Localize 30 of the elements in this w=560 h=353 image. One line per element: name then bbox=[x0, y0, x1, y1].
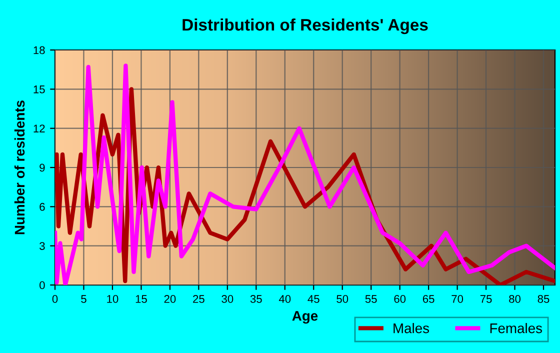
y-tick-label: 15 bbox=[34, 86, 45, 94]
x-tick-label: 45 bbox=[308, 295, 320, 303]
x-tick-label: 20 bbox=[164, 295, 176, 303]
y-tick-label: 18 bbox=[34, 46, 45, 54]
y-tick-label: 0 bbox=[40, 281, 45, 290]
x-tick-label: 0 bbox=[52, 295, 58, 303]
x-tick-label: 35 bbox=[250, 295, 262, 303]
x-tick-label: 60 bbox=[394, 295, 406, 303]
x-tick-label: 30 bbox=[222, 295, 234, 303]
x-axis-title: Age bbox=[292, 311, 318, 324]
x-tick-label: 5 bbox=[81, 295, 86, 303]
x-tick-label: 85 bbox=[538, 295, 550, 303]
y-axis-title: Number of residents bbox=[14, 100, 25, 234]
x-tick-label: 65 bbox=[422, 295, 434, 303]
x-tick-label: 15 bbox=[136, 295, 147, 303]
x-tick-label: 80 bbox=[509, 295, 521, 303]
x-tick-label: 40 bbox=[278, 295, 291, 303]
x-tick-label: 50 bbox=[336, 295, 348, 303]
x-tick-label: 25 bbox=[193, 295, 204, 303]
y-tick-label: 12 bbox=[34, 124, 45, 132]
x-tick-label: 10 bbox=[107, 295, 118, 303]
legend-label: Males bbox=[394, 323, 430, 334]
x-tick-label: 70 bbox=[452, 295, 464, 303]
y-tick-label: 6 bbox=[40, 202, 45, 211]
x-tick-label: 75 bbox=[480, 295, 492, 303]
x-tick-label: 55 bbox=[365, 295, 377, 303]
y-tick-label: 3 bbox=[40, 242, 45, 250]
legend-label: Females bbox=[490, 323, 542, 334]
chart-title: Distribution of Residents' Ages bbox=[182, 18, 428, 34]
y-tick-label: 9 bbox=[40, 164, 45, 172]
